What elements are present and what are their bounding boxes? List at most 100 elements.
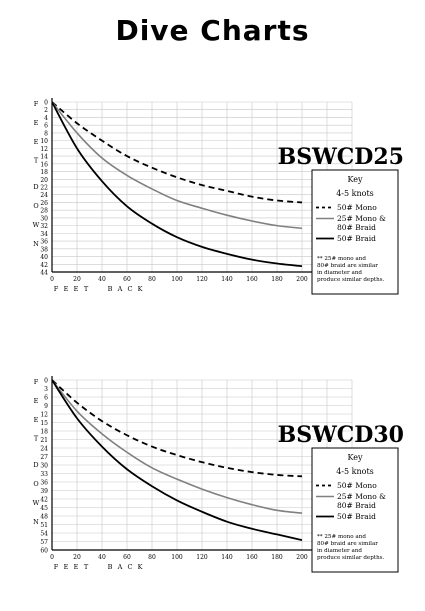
x-tick-label: 180 (271, 276, 283, 283)
y-axis-label-letter: N (33, 240, 39, 248)
y-tick-label: 48 (40, 514, 48, 521)
legend-note-line: 80# braid are similar (317, 263, 378, 269)
x-axis-label-letter: F (54, 563, 59, 571)
y-tick-label: 3 (44, 386, 48, 393)
x-tick-label: 60 (123, 554, 131, 561)
y-tick-label: 20 (40, 177, 48, 184)
legend-note-line: ** 25# mono and (317, 256, 366, 262)
x-tick-label: 40 (98, 276, 106, 283)
x-axis-label-letter: E (74, 563, 79, 571)
y-tick-label: 15 (40, 420, 48, 427)
legend-box (311, 169, 399, 295)
y-tick-label: 51 (40, 522, 48, 529)
y-axis-label-letter: D (33, 461, 38, 469)
x-tick-label: 140 (221, 276, 233, 283)
legend-subtitle: 4-5 knots (336, 189, 374, 198)
legend-entry-label: 80# Braid (337, 223, 376, 232)
legend-entry-label: 50# Mono (337, 481, 377, 490)
y-tick-label: 60 (40, 548, 48, 555)
x-tick-label: 180 (271, 554, 283, 561)
y-tick-label: 38 (40, 246, 48, 253)
y-tick-label: 12 (40, 146, 48, 153)
x-tick-label: 100 (171, 276, 183, 283)
x-tick-label: 200 (296, 554, 308, 561)
x-tick-label: 80 (148, 554, 156, 561)
x-tick-label: 60 (123, 276, 131, 283)
x-tick-label: 0 (50, 276, 54, 283)
x-axis-label-letter: A (117, 563, 123, 571)
x-axis-label-letter: E (64, 563, 69, 571)
series-line-2 (51, 379, 303, 514)
series-line-3 (51, 379, 303, 541)
legend-note-line: ** 25# mono and (317, 534, 366, 540)
y-tick-label: 4 (44, 115, 48, 122)
y-tick-label: 21 (40, 437, 48, 444)
y-axis-label-letter: W (33, 221, 40, 229)
x-axis-label-letter: T (84, 285, 89, 293)
y-tick-label: 30 (40, 215, 48, 222)
x-tick-label: 100 (171, 554, 183, 561)
x-axis-label-letter: T (84, 563, 89, 571)
y-axis-label-letter: E (34, 138, 39, 146)
y-tick-label: 36 (40, 480, 48, 487)
y-tick-label: 26 (40, 200, 48, 207)
y-tick-label: 34 (40, 231, 48, 238)
y-tick-label: 0 (44, 100, 48, 107)
x-axis-label-letter: B (108, 285, 113, 293)
y-tick-label: 24 (40, 446, 48, 453)
chart-title: BSWCD25 (278, 144, 404, 170)
y-tick-label: 27 (40, 454, 48, 461)
x-tick-label: 20 (73, 276, 81, 283)
x-tick-label: 80 (148, 276, 156, 283)
page-title: Dive Charts (115, 14, 310, 47)
x-tick-label: 20 (73, 554, 81, 561)
y-axis-label-letter: F (34, 378, 39, 386)
series-line-1 (51, 379, 303, 478)
y-axis-label-letter: W (33, 499, 40, 507)
legend: Key 4-5 knots 50# Mono 25# Mono &80# Braid 5… (311, 169, 399, 295)
legend: Key 4-5 knots 50# Mono 25# Mono &80# Braid 5… (311, 447, 399, 573)
x-tick-label: 160 (246, 276, 258, 283)
grid (51, 379, 353, 551)
legend-note-line: in diameter and (317, 270, 362, 276)
x-tick-label: 140 (221, 554, 233, 561)
y-tick-label: 54 (40, 531, 48, 538)
legend-subtitle: 4-5 knots (336, 467, 374, 476)
y-tick-label: 16 (40, 161, 48, 168)
legend-box (311, 447, 399, 573)
y-tick-label: 40 (40, 254, 48, 261)
y-tick-label: 30 (40, 463, 48, 470)
y-tick-label: 18 (40, 429, 48, 436)
y-tick-label: 57 (40, 539, 48, 546)
y-tick-label: 24 (40, 192, 48, 199)
y-tick-label: 42 (40, 497, 48, 504)
legend-title: Key (347, 453, 362, 462)
legend-entry-label: 80# Braid (337, 501, 376, 510)
x-tick-label: 160 (246, 554, 258, 561)
y-tick-label: 2 (44, 107, 48, 114)
x-axis-label-letter: B (108, 563, 113, 571)
y-axis-label-letter: F (34, 100, 39, 108)
x-tick-label: 120 (196, 276, 208, 283)
legend-note-line: produce similar depths. (317, 277, 385, 283)
legend-note-line: 80# braid are similar (317, 541, 378, 547)
legend-note-line: in diameter and (317, 548, 362, 554)
x-tick-label: 200 (296, 276, 308, 283)
y-axis-label-letter: O (33, 202, 38, 210)
y-tick-label: 44 (40, 270, 48, 277)
legend-entry-label: 25# Mono & (337, 214, 386, 223)
legend-entry-label: 50# Braid (337, 234, 376, 243)
x-axis-label-letter: K (138, 285, 143, 293)
legend-entry-label: 50# Mono (337, 203, 377, 212)
y-tick-label: 6 (44, 395, 48, 402)
chart-bswcd25: 0246810121416182022242628303234363840424… (33, 98, 404, 295)
y-axis-label-letter: E (34, 416, 39, 424)
y-tick-label: 8 (44, 130, 48, 137)
y-axis-label-letter: T (34, 157, 39, 165)
y-tick-label: 28 (40, 208, 48, 215)
y-axis-label-letter: O (33, 480, 38, 488)
legend-title: Key (347, 175, 362, 184)
y-tick-label: 22 (40, 185, 48, 192)
y-tick-label: 10 (40, 138, 48, 145)
